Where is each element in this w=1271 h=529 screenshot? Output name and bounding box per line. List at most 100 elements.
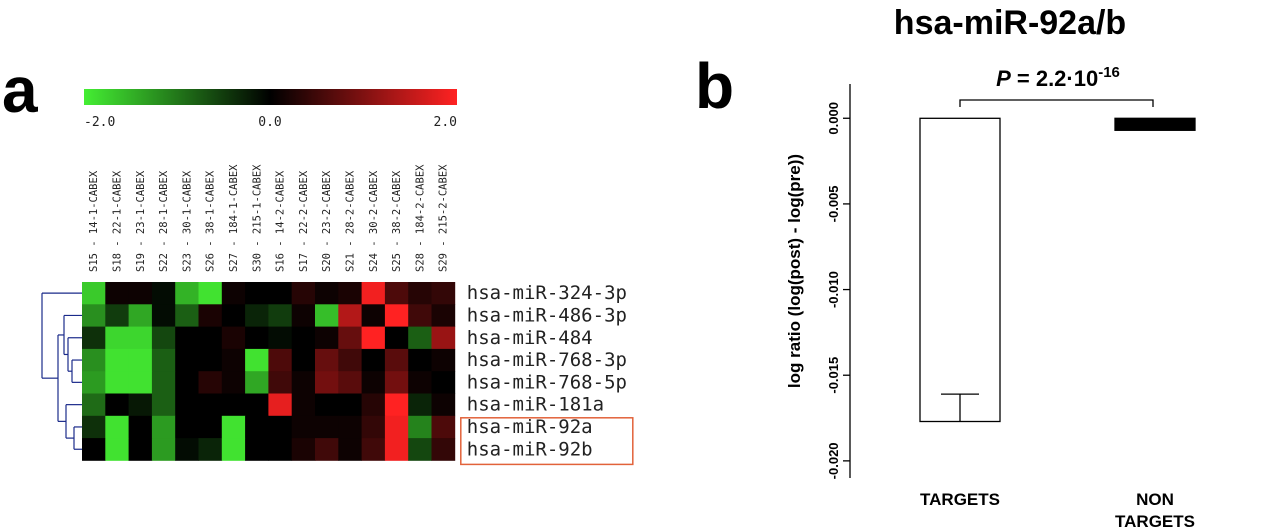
heatmap-cell — [198, 304, 223, 327]
column-label: S28 - 184-2-CABEX — [414, 164, 426, 272]
heatmap-cell — [221, 415, 246, 439]
heatmap-cell — [408, 282, 432, 305]
heatmap-cell — [175, 438, 199, 461]
heatmap-column-labels: S15 - 14-1-CABEX S18 - 22-1-CABEX S19 - 23… — [88, 164, 450, 272]
column-label: S17 - 22-2-CABEX — [298, 170, 310, 272]
row-label: hsa-miR-92a — [467, 416, 593, 438]
column-label: S23 - 30-1-CABEX — [181, 170, 193, 272]
column-label: S27 - 184-1-CABEX — [228, 164, 240, 272]
y-tick-label: 0.000 — [826, 102, 841, 135]
significance-bracket — [959, 99, 1154, 107]
heatmap-cell — [105, 282, 129, 305]
y-tick-label: -0.010 — [826, 271, 841, 308]
column-label: S25 - 38-2-CABEX — [391, 170, 403, 272]
heatmap-cell — [408, 438, 432, 461]
heatmap-cell — [361, 393, 386, 417]
heatmap-cell — [245, 438, 269, 461]
heatmap-cell — [128, 393, 153, 417]
heatmap-cell — [338, 393, 362, 417]
heatmap-cell — [338, 415, 362, 439]
heatmap-cell — [198, 415, 223, 439]
heatmap-cell — [315, 304, 339, 327]
heatmap-cell — [291, 304, 316, 327]
heatmap-cell — [151, 371, 176, 394]
column-label: S15 - 14-1-CABEX — [88, 170, 100, 272]
heatmap-cell — [408, 415, 432, 439]
column-label: S30 - 215-1-CABEX — [251, 164, 263, 272]
heatmap-cell — [338, 326, 362, 350]
heatmap-cell — [291, 282, 316, 305]
heatmap-cell — [151, 304, 176, 327]
row-label: hsa-miR-768-3p — [467, 349, 627, 371]
panel-b-letter: b — [695, 50, 734, 122]
column-label: S22 - 28-1-CABEX — [158, 170, 170, 272]
heatmap-cell — [175, 393, 199, 417]
heatmap-cell — [128, 282, 153, 305]
heatmap-cell — [128, 371, 153, 394]
column-label: S16 - 14-2-CABEX — [275, 170, 287, 272]
heatmap-cell — [245, 415, 269, 439]
heatmap-cell — [105, 348, 129, 372]
row-label: hsa-miR-486-3p — [467, 304, 627, 326]
heatmap-cell — [82, 282, 106, 305]
heatmap-cell — [315, 326, 339, 350]
heatmap-cell — [105, 438, 129, 461]
heatmap-cell — [268, 304, 293, 327]
column-label: S19 - 23-1-CABEX — [135, 170, 147, 272]
heatmap-cell — [268, 393, 293, 417]
heatmap-cell — [315, 415, 339, 439]
heatmap-cell — [291, 438, 316, 461]
heatmap-cell — [105, 304, 129, 327]
heatmap-cell — [245, 371, 269, 394]
heatmap-cell — [245, 348, 269, 372]
heatmap-cell — [268, 415, 293, 439]
row-label: hsa-miR-181a — [467, 394, 604, 416]
heatmap-cell — [408, 348, 432, 372]
column-label: S26 - 38-1-CABEX — [205, 170, 217, 272]
colorbar-mid-label: 0.0 — [258, 115, 281, 130]
heatmap-cell — [338, 438, 362, 461]
heatmap-cell — [175, 348, 199, 372]
row-label: hsa-miR-768-5p — [467, 371, 627, 393]
heatmap-cell — [128, 415, 153, 439]
heatmap-panel: -2.0 0.0 2.0 S15 - 14-1-CABEX S18 - 22-1-… — [41, 89, 634, 466]
heatmap-cell — [151, 415, 176, 439]
heatmap-cell — [245, 393, 269, 417]
heatmap-cell — [268, 348, 293, 372]
y-tick-label: -0.020 — [826, 442, 841, 479]
heatmap-cell — [291, 348, 316, 372]
heatmap-cell — [384, 326, 409, 350]
heatmap-cell — [338, 304, 362, 327]
heatmap-cell — [245, 326, 269, 350]
heatmap-cell — [291, 371, 316, 394]
heatmap-cell — [245, 282, 269, 305]
heatmap-cell — [408, 393, 432, 417]
y-axis: 0.000 -0.005 -0.010 -0.015 -0.020 — [826, 84, 851, 479]
x-category-labels: TARGETS NON TARGETS — [920, 490, 1195, 529]
x-category-label: TARGETS — [1115, 512, 1195, 529]
colorbar-min-label: -2.0 — [84, 115, 115, 130]
heatmap-cell — [245, 304, 269, 327]
heatmap-cell — [198, 438, 223, 461]
colorbar-max-label: 2.0 — [434, 115, 457, 130]
heatmap-cell — [315, 282, 339, 305]
heatmap-cell — [82, 326, 106, 350]
heatmap-cell — [221, 438, 246, 461]
heatmap-cell — [175, 304, 199, 327]
heatmap-cell — [221, 393, 246, 417]
heatmap-cell — [315, 348, 339, 372]
heatmap-cell — [408, 371, 432, 394]
heatmap-cell — [82, 438, 106, 461]
column-label: S24 - 30-2-CABEX — [368, 170, 380, 272]
bars — [919, 117, 1196, 423]
panel-a-letter: a — [2, 54, 38, 126]
heatmap-cell — [384, 304, 409, 327]
heatmap-cell — [268, 438, 293, 461]
p-value-text: = 2.2·10 — [1011, 66, 1098, 91]
heatmap-cell — [384, 282, 409, 305]
heatmap-cell — [361, 371, 386, 394]
heatmap-cell — [151, 348, 176, 372]
heatmap-cell — [105, 393, 129, 417]
heatmap-cell — [128, 348, 153, 372]
heatmap-cell — [431, 326, 456, 350]
